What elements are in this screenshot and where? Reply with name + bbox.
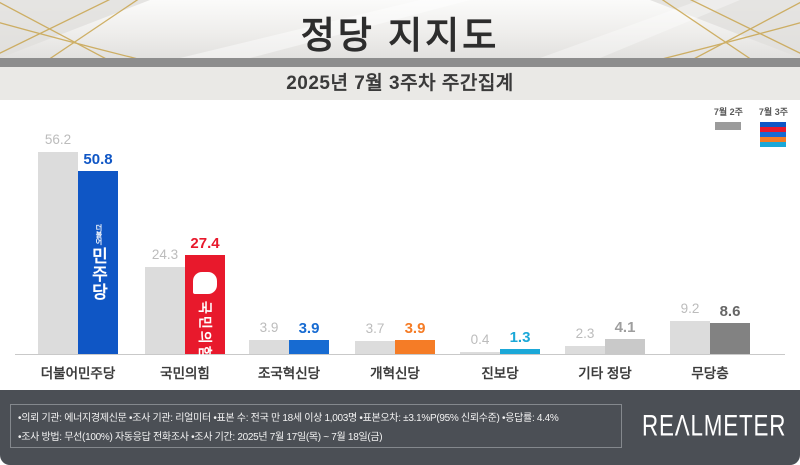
category-label: 진보당 (481, 366, 519, 381)
bar-prev-week: 3.9 (249, 320, 289, 354)
category-label: 개혁신당 (370, 366, 420, 381)
footer: •의뢰 기관: 에너지경제신문 •조사 기관: 리얼미터 •표본 수: 전국 만… (0, 390, 800, 465)
legend-stripe (760, 132, 787, 137)
legend-stripe (760, 127, 787, 132)
people-power-party-logo: 국민의힘 (185, 267, 225, 366)
chart-area: 7월 2주 7월 3주 56.2 50.8 더불어 민주당 더불어민주당 24.3 27.4… (0, 100, 800, 390)
bar-prev-week: 9.2 (670, 301, 710, 354)
bar-prev-week: 0.4 (460, 332, 500, 354)
legend-label-prev: 7월 2주 (713, 107, 743, 117)
legend-stripe (760, 137, 787, 142)
category-label: 조국혁신당 (257, 366, 321, 381)
bar-prev-week: 2.3 (565, 326, 605, 354)
category-label: 무당층 (691, 366, 729, 381)
bar-group-4: 3.7 3.9 (355, 320, 435, 354)
people-power-party-logo-text: 국민의힘 (197, 301, 213, 361)
bar-value-current: 4.1 (614, 319, 636, 336)
bar-group-6: 2.3 4.1 (565, 319, 645, 354)
bar-group-5: 0.4 1.3 (460, 329, 540, 354)
legend-item-prev-week: 7월 2주 (714, 105, 743, 148)
bar-value-current: 50.8 (83, 151, 113, 168)
bar-value-prev: 24.3 (151, 247, 179, 262)
bar-value-current: 8.6 (719, 303, 741, 320)
bar-group-2: 24.3 27.4 국민의힘 (145, 235, 225, 361)
bar-current-week: 3.9 (289, 320, 329, 354)
survey-info-line2: •조사 방법: 무선(100%) 자동응답 전화조사 •조사 기간: 2025년… (18, 432, 383, 443)
header: 정당 지지도 (0, 0, 800, 58)
bar-value-current: 3.9 (298, 320, 320, 337)
bar-current-week: 3.9 (395, 320, 435, 354)
category-label: 기타 정당 (578, 366, 632, 381)
people-power-party-symbol-icon (193, 272, 217, 295)
bar-group-3: 3.9 3.9 (249, 320, 329, 354)
survey-method-box: •의뢰 기관: 에너지경제신문 •조사 기관: 리얼미터 •표본 수: 전국 만… (10, 404, 622, 448)
legend-stripe (760, 122, 787, 127)
realmeter-logo: REΛLMETER (641, 409, 786, 442)
bar-current-week: 27.4 국민의힘 (185, 235, 225, 361)
bar-group-7: 9.2 8.6 (670, 301, 750, 354)
bar-prev-week: 24.3 (145, 247, 185, 354)
bar-value-prev: 3.7 (365, 321, 385, 336)
legend-swatch-curr (760, 122, 787, 148)
bar-value-current: 1.3 (509, 329, 531, 346)
bar-value-prev: 0.4 (470, 332, 490, 347)
legend-stripe (760, 142, 787, 147)
democratic-party-logo-text: 민주당 (88, 247, 108, 301)
page-title: 정당 지지도 (300, 15, 500, 56)
bar-prev-week: 56.2 (38, 132, 78, 354)
bar-prev-week: 3.7 (355, 321, 395, 354)
subtitle-strip: 2025년 7월 3주차 주간집계 (0, 67, 800, 100)
bar-value-current: 27.4 (190, 235, 220, 252)
category-label: 국민의힘 (160, 366, 210, 381)
category-label: 더불어민주당 (40, 366, 116, 381)
bar-current-week: 4.1 (605, 319, 645, 354)
bar-value-prev: 3.9 (259, 320, 279, 335)
bar-value-prev: 56.2 (44, 132, 72, 147)
header-decoration (0, 0, 800, 58)
bar-current-week: 8.6 (710, 303, 750, 354)
legend-label-curr: 7월 3주 (758, 107, 788, 117)
legend: 7월 2주 7월 3주 (714, 105, 788, 148)
bar-value-current: 3.9 (404, 320, 426, 337)
legend-item-curr-week: 7월 3주 (759, 105, 788, 148)
democratic-party-logo-small-text: 더불어 (95, 224, 102, 245)
plot-area: 56.2 50.8 더불어 민주당 더불어민주당 24.3 27.4 국민의힘 국민의힘 3.9 3… (0, 100, 800, 381)
legend-swatch-prev (715, 122, 742, 130)
bar-current-week: 1.3 (500, 329, 540, 354)
page-subtitle: 2025년 7월 3주차 주간집계 (286, 73, 514, 94)
bar-value-prev: 2.3 (575, 326, 595, 341)
bar-value-prev: 9.2 (680, 301, 700, 316)
x-axis-line (15, 354, 785, 355)
survey-info-line1: •의뢰 기관: 에너지경제신문 •조사 기관: 리얼미터 •표본 수: 전국 만… (18, 413, 559, 424)
header-divider-band (0, 58, 800, 67)
